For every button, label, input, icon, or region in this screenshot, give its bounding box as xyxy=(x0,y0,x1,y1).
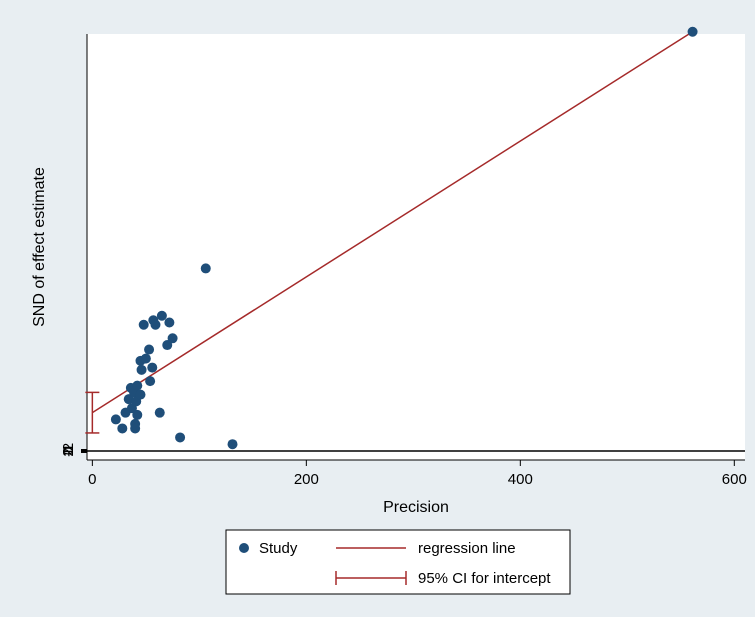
study-point xyxy=(175,432,186,443)
study-point xyxy=(140,353,151,364)
study-point xyxy=(145,376,156,387)
y-tick-label: -2 xyxy=(60,443,77,456)
study-point xyxy=(164,317,175,328)
study-point xyxy=(200,263,211,274)
study-point xyxy=(138,319,149,330)
x-tick-label: 600 xyxy=(722,471,747,488)
scatter-points xyxy=(110,26,698,450)
study-point xyxy=(162,340,173,351)
study-point xyxy=(135,389,146,400)
study-point xyxy=(167,333,178,344)
legend-ci-label: 95% CI for intercept xyxy=(418,570,551,587)
y-tick-label: 0 xyxy=(60,447,77,455)
legend-box xyxy=(225,529,571,595)
legend-regression-label: regression line xyxy=(418,540,516,557)
x-tick-label: 0 xyxy=(88,471,96,488)
plot-area xyxy=(87,34,745,460)
study-point xyxy=(132,380,143,391)
study-point xyxy=(687,26,698,37)
legend-study-label: Study xyxy=(259,540,298,557)
study-point xyxy=(144,344,155,355)
study-point xyxy=(147,362,158,373)
study-point xyxy=(150,319,161,330)
ci-interval-group xyxy=(85,391,100,434)
study-point xyxy=(110,414,121,425)
y-tick-label: -1 xyxy=(60,444,77,457)
legend-study-marker xyxy=(239,543,249,553)
axes xyxy=(86,34,745,461)
study-point xyxy=(136,364,147,375)
study-point xyxy=(132,409,143,420)
y-tick-label: 2 xyxy=(60,448,77,456)
study-point xyxy=(227,439,238,450)
y-tick-label: 1 xyxy=(60,448,77,456)
study-point xyxy=(154,407,165,418)
regression-line-group xyxy=(91,31,693,414)
x-tick-label: 200 xyxy=(294,471,319,488)
x-tick-label: 400 xyxy=(508,471,533,488)
x-axis-title: Precision xyxy=(383,499,449,516)
y-axis-title: SND of effect estimate xyxy=(31,167,48,327)
legend-ci-marker xyxy=(335,571,407,585)
legend: Study regression line 95% CI for interce… xyxy=(225,529,571,595)
study-point xyxy=(117,423,128,434)
regression-line xyxy=(91,31,693,414)
study-point xyxy=(130,423,141,434)
study-point xyxy=(156,310,167,321)
